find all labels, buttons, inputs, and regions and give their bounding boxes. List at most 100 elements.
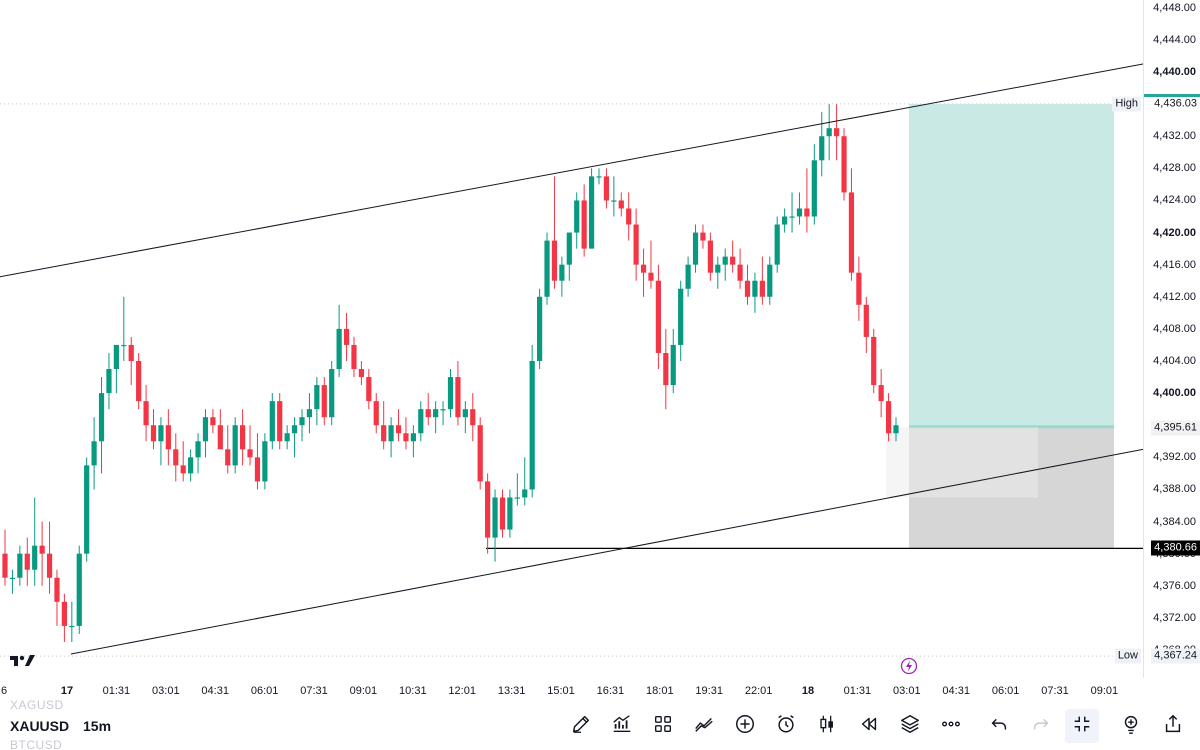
time-tick-label: 04:31 (942, 685, 970, 697)
time-tick-label: 15:01 (547, 685, 575, 697)
redo-icon (1030, 713, 1052, 740)
fullscreen-exit-button[interactable] (1065, 709, 1099, 743)
candle-down (277, 401, 283, 442)
compare-button[interactable] (691, 713, 717, 739)
symbol-name[interactable]: XAUUSD (10, 718, 70, 734)
candle-up (284, 433, 290, 442)
high-tag-accent (1144, 93, 1200, 97)
more-icon (940, 713, 962, 740)
candle-up (611, 200, 617, 202)
lightning-alert-icon[interactable] (900, 657, 918, 675)
candle-down (581, 200, 587, 249)
time-tick-label: 04:31 (201, 685, 229, 697)
add-button[interactable] (732, 713, 758, 739)
candle-down (210, 417, 216, 426)
indicators-button[interactable] (609, 713, 635, 739)
price-chart[interactable] (0, 0, 1143, 678)
candle-up (774, 224, 780, 265)
redo-button[interactable] (1028, 713, 1054, 739)
candle-up (440, 409, 446, 411)
candle-down (856, 272, 862, 305)
interval-selector[interactable]: 15m (83, 718, 112, 734)
undo-icon (988, 713, 1010, 740)
candle-up (522, 489, 528, 498)
faded-symbol-prev[interactable]: XAGUSD (10, 698, 64, 712)
time-axis[interactable]: 6 17 01:31 03:01 04:31 06:01 07:31 09:01 10:31 12… (0, 678, 1143, 702)
entry-line (909, 425, 1114, 429)
candle-up (291, 425, 298, 434)
candle-up (9, 577, 16, 579)
candle-down (485, 481, 491, 538)
layout-button[interactable] (650, 713, 676, 739)
candle-down (551, 240, 558, 281)
faded-symbol-next[interactable]: BTCUSD (10, 738, 63, 750)
alert-button[interactable] (773, 713, 799, 739)
candle-down (470, 409, 476, 426)
candle-up (692, 232, 699, 265)
undo-button[interactable] (986, 713, 1012, 739)
range-highlight (886, 427, 1038, 498)
candle-down (180, 465, 186, 474)
replay-icon (858, 713, 880, 740)
stop-price-tag: 4,380.66 (1151, 540, 1200, 556)
price-tick-label: 4,440.00 (1153, 66, 1196, 78)
candle-up (529, 361, 535, 490)
candle-down (173, 449, 179, 466)
time-tick-label: 12:01 (448, 685, 476, 697)
candle-down (150, 425, 157, 442)
time-tick-label: 06:01 (250, 685, 279, 697)
candle-up (596, 176, 602, 178)
chart-type-button[interactable] (814, 713, 840, 739)
candle-down (136, 361, 142, 402)
candle-up (537, 296, 543, 361)
time-tick-label: 03:01 (893, 685, 921, 697)
current-price-tag: 4,395.61 (1151, 420, 1200, 436)
candle-up (69, 625, 75, 628)
ideas-button[interactable] (1118, 713, 1144, 739)
replay-button[interactable] (856, 713, 882, 739)
price-tick-label: 4,408.00 (1153, 322, 1196, 335)
candle-up (685, 264, 691, 289)
price-axis[interactable]: 4,448.004,444.004,440.004,436.004,432.00… (1143, 0, 1200, 678)
candle-down (655, 280, 661, 353)
candle-up (566, 232, 572, 265)
candle-up (306, 409, 313, 418)
compare-icon (693, 713, 715, 740)
time-tick-label: 6 (0, 685, 8, 697)
candle-down (395, 425, 402, 434)
share-button[interactable] (1160, 713, 1186, 739)
low-price-tag: 4,367.24 (1151, 648, 1200, 664)
candle-down (603, 176, 610, 201)
candle-down (46, 553, 53, 578)
candle-down (455, 377, 461, 418)
candle-up (329, 369, 335, 418)
candle-down (834, 128, 840, 137)
price-tick-label: 4,392.00 (1153, 451, 1196, 464)
candle-down (381, 425, 387, 442)
candle-down (618, 200, 624, 209)
candle-up (796, 208, 803, 217)
candle-down (499, 497, 506, 530)
candle-down (804, 208, 810, 217)
candle-up (588, 176, 595, 249)
time-tick-label: 17 (60, 685, 74, 697)
candle-down (2, 553, 8, 578)
time-tick-label: 18 (801, 685, 815, 697)
layout-grid-icon (652, 713, 674, 740)
price-tick-label: 4,384.00 (1153, 515, 1196, 528)
candle-down (700, 232, 706, 241)
candle-up (678, 288, 684, 345)
time-tick-label: 09:01 (1090, 685, 1119, 697)
share-icon (1162, 713, 1184, 740)
candle-down (744, 280, 751, 297)
chart-area[interactable]: High Low (0, 0, 1143, 678)
candle-down (871, 336, 877, 386)
object-tree-button[interactable] (897, 713, 923, 739)
drawing-tools-button[interactable] (568, 713, 594, 739)
high-label: High (1112, 96, 1141, 112)
candle-up (158, 425, 164, 442)
more-button[interactable] (938, 713, 964, 739)
candle-down (403, 433, 409, 442)
candle-down (707, 240, 713, 273)
price-tick-label: 4,424.00 (1153, 194, 1196, 207)
